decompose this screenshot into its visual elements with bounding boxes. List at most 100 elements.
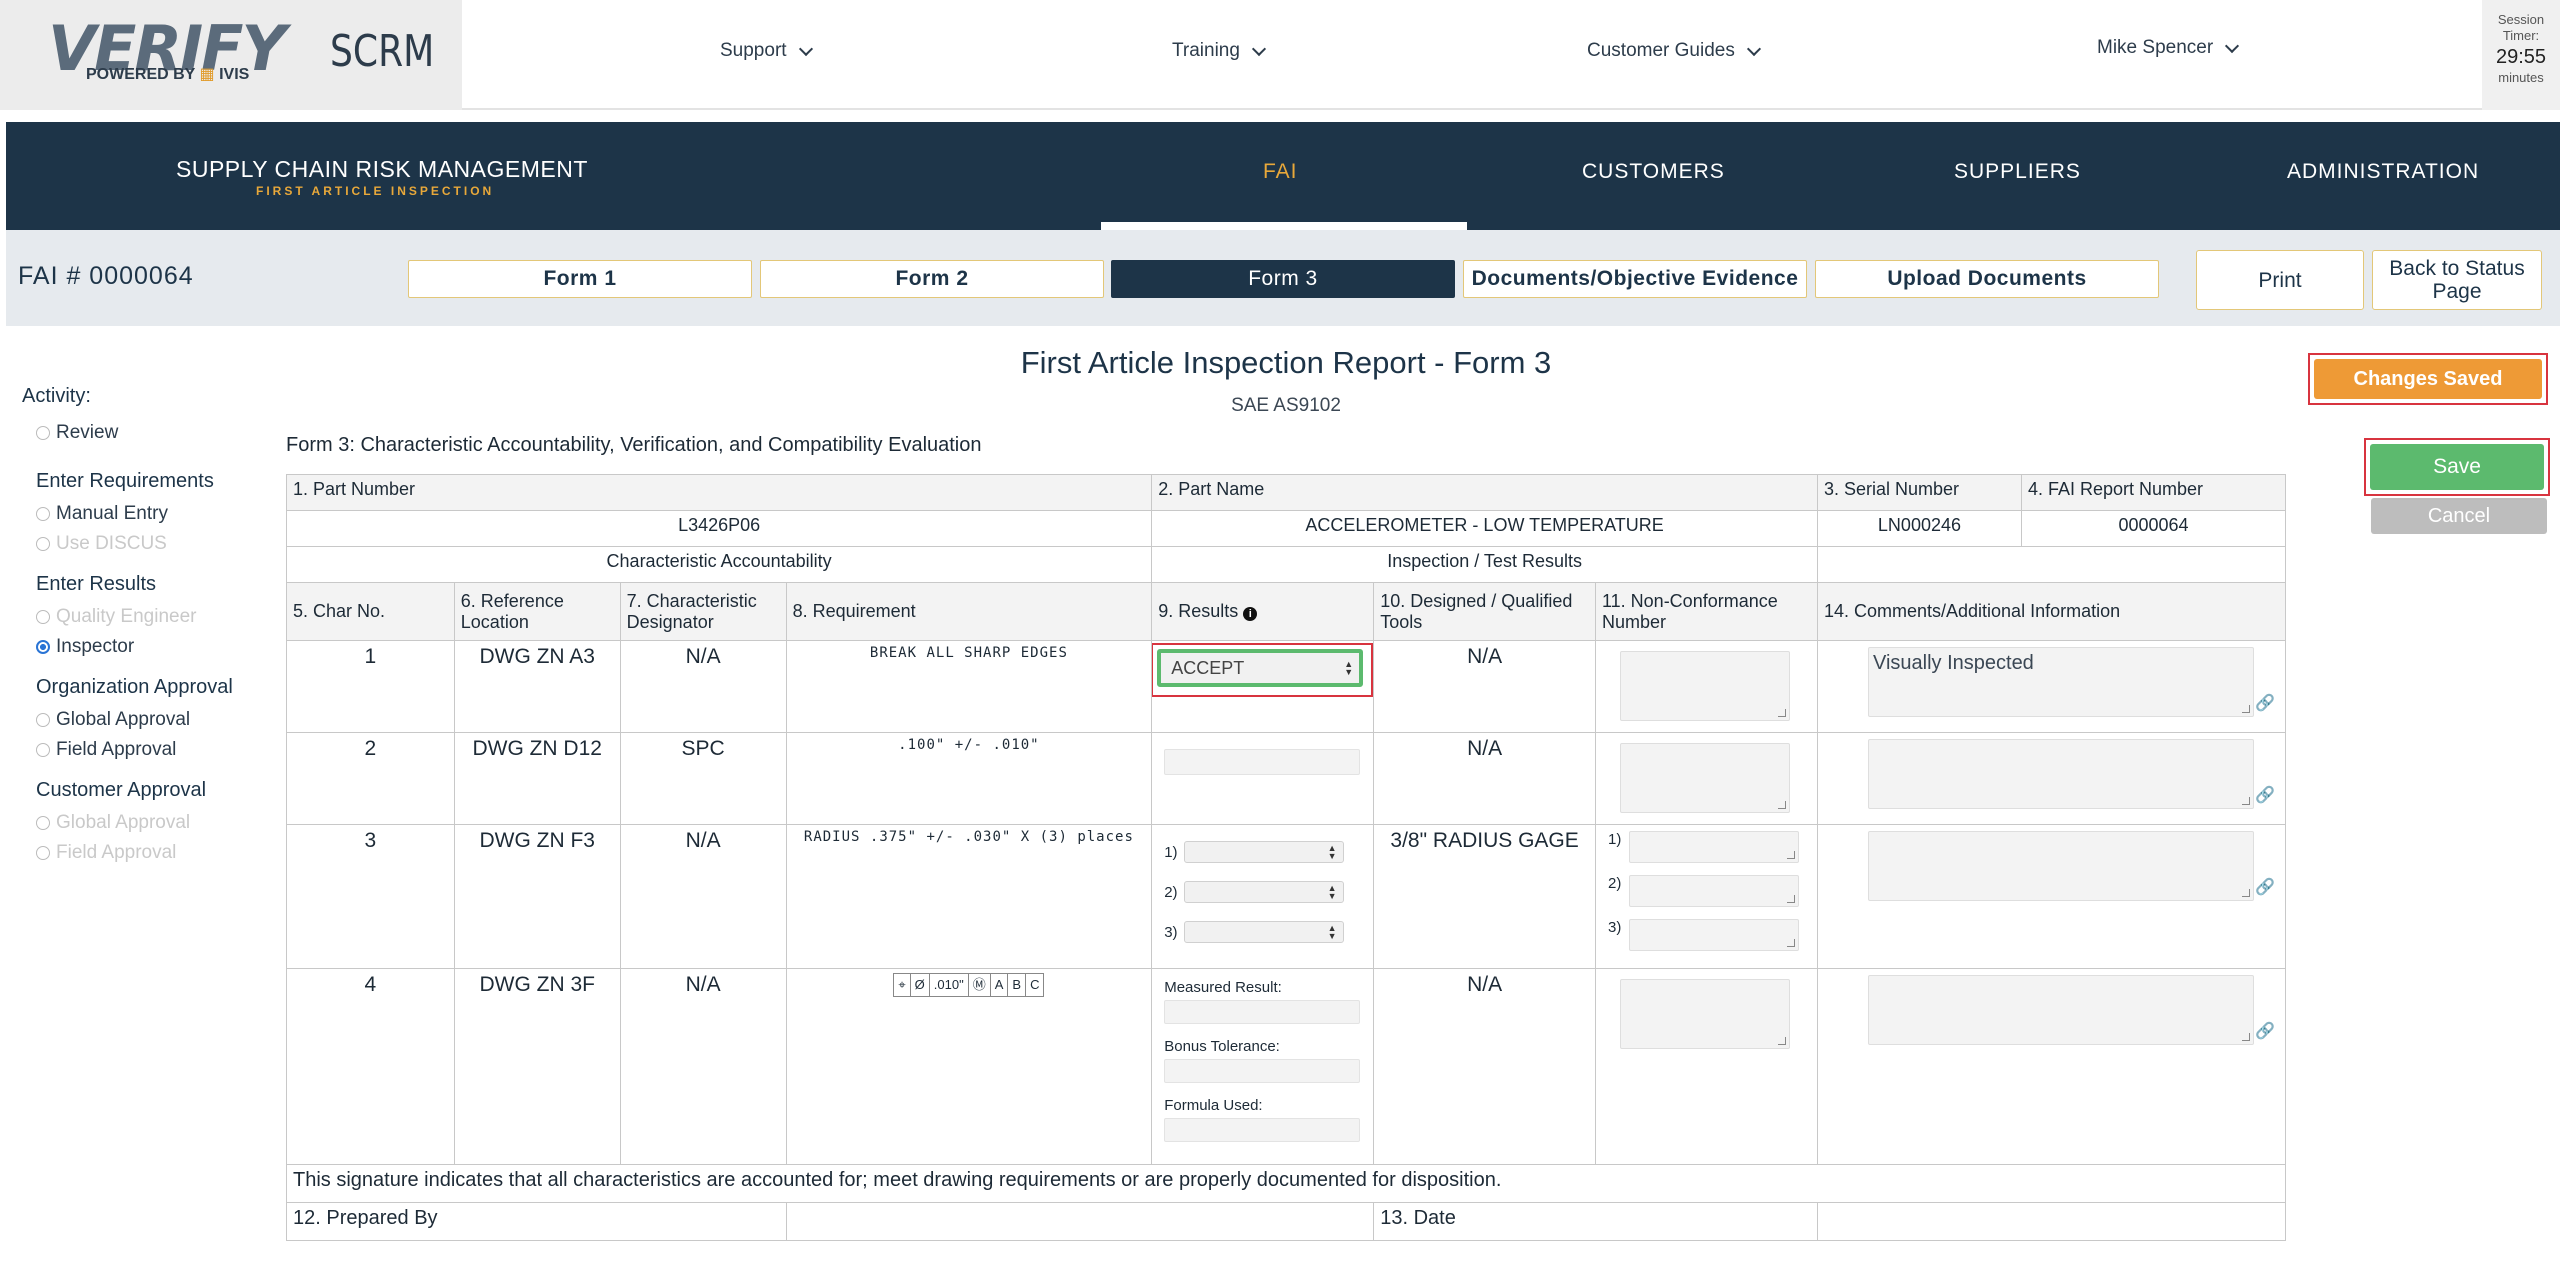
bonus-input[interactable] [1164, 1059, 1361, 1083]
user-menu[interactable]: Mike Spencer [2097, 37, 2240, 59]
tab-fai[interactable]: FAI [1263, 160, 1298, 183]
ncn-textarea[interactable] [1619, 651, 1790, 721]
select-arrows-icon: ▲ ▼ [1327, 883, 1337, 901]
ncn-textarea[interactable] [1619, 743, 1790, 813]
results-cell: Measured Result: Bonus Tolerance: Formul… [1151, 968, 1375, 1165]
gdt-feature-control-frame: ⌖ Ø .010" Ⓜ A B C [893, 973, 1045, 997]
measured-input[interactable] [1164, 1000, 1361, 1024]
use-discus-option: Use DISCUS [36, 533, 262, 555]
ref-location-header: 6. Reference Location [453, 582, 621, 641]
comments-textarea[interactable] [1867, 739, 2254, 809]
ncn-textarea-2[interactable] [1629, 875, 1800, 907]
comments-textarea[interactable] [1867, 831, 2254, 901]
ncn-header: 11. Non-Conformance Number [1594, 582, 1818, 641]
paperclip-icon[interactable]: 🔗 [2255, 879, 2275, 896]
requirement: BREAK ALL SHARP EDGES [785, 640, 1153, 733]
fai-number: FAI # 0000064 [18, 262, 194, 290]
tab-administration[interactable]: ADMINISTRATION [2287, 160, 2480, 183]
diameter-symbol: Ø [911, 973, 930, 997]
back-to-status-button[interactable]: Back to Status Page [2372, 250, 2542, 310]
comments-textarea[interactable]: Visually Inspected [1867, 647, 2254, 717]
radio-icon[interactable] [36, 507, 50, 521]
results-select-3[interactable]: ▲ ▼ [1183, 921, 1344, 943]
powered-by-text: POWERED BY ▦ IVIS [86, 66, 250, 83]
report-subtitle: SAE AS9102 [1231, 395, 1341, 416]
part-name-value: ACCELEROMETER - LOW TEMPERATURE [1151, 510, 1818, 547]
select-arrows-icon: ▲ ▼ [1327, 923, 1337, 941]
customer-guides-menu[interactable]: Customer Guides [1587, 40, 1761, 62]
radio-icon [36, 537, 50, 551]
tab-upload-documents[interactable]: Upload Documents [1815, 260, 2159, 298]
serial-number-value: LN000246 [1816, 510, 2022, 547]
prepared-by-value[interactable] [785, 1202, 1375, 1241]
ref-location: DWG ZN 3F [453, 968, 621, 1165]
result-sub-1: 1) ▲ ▼ [1164, 841, 1361, 863]
comments-textarea[interactable] [1867, 975, 2254, 1045]
formula-label: Formula Used: [1164, 1097, 1263, 1114]
chevron-down-icon [1746, 41, 1761, 56]
chevron-down-icon [798, 41, 813, 56]
review-option[interactable]: Review [22, 422, 262, 444]
tab-form-1[interactable]: Form 1 [408, 260, 752, 298]
top-bar: VERIFY POWERED BY ▦ IVIS SCRM Support Tr… [0, 0, 2560, 110]
tab-customers[interactable]: CUSTOMERS [1582, 160, 1725, 183]
radio-icon[interactable] [36, 426, 50, 440]
part-number-value: L3426P06 [285, 510, 1153, 547]
tab-documents-evidence[interactable]: Documents/Objective Evidence [1463, 260, 1807, 298]
customer-approval-group: Customer Approval Global Approval Field … [22, 779, 262, 864]
comments-cell: 🔗 [1816, 732, 2287, 825]
training-menu[interactable]: Training [1172, 40, 1267, 62]
char-designator: N/A [619, 824, 787, 969]
ncn-cell [1594, 732, 1818, 825]
ncn-textarea-3[interactable] [1629, 919, 1800, 951]
inspection-results-header: Inspection / Test Results [1151, 546, 1818, 583]
radio-icon[interactable] [36, 713, 50, 727]
activity-label: Activity: [22, 385, 91, 407]
tab-suppliers[interactable]: SUPPLIERS [1954, 160, 2081, 183]
info-icon[interactable]: i [1243, 607, 1258, 621]
formula-input[interactable] [1164, 1118, 1361, 1142]
changes-saved-badge: Changes Saved [2308, 353, 2548, 405]
radio-icon [36, 846, 50, 860]
bonus-label: Bonus Tolerance: [1164, 1038, 1280, 1055]
paperclip-icon[interactable]: 🔗 [2255, 695, 2275, 712]
save-button-wrap[interactable]: Save [2364, 438, 2550, 496]
date-value[interactable] [1816, 1202, 2287, 1241]
results-select-2[interactable]: ▲ ▼ [1183, 881, 1344, 903]
mmc-icon: Ⓜ [969, 973, 991, 997]
radio-icon[interactable] [36, 743, 50, 757]
org-global-approval-option[interactable]: Global Approval [36, 709, 262, 731]
inspector-option[interactable]: Inspector [36, 636, 262, 658]
ncn-cell: 1) 2) 3) [1594, 824, 1818, 969]
ncn-textarea-1[interactable] [1629, 831, 1800, 863]
results-input[interactable] [1164, 749, 1361, 775]
ref-location: DWG ZN D12 [453, 732, 621, 825]
support-menu[interactable]: Support [720, 40, 813, 62]
results-select[interactable]: ACCEPT ▲ ▼ [1157, 649, 1364, 687]
tab-form-3[interactable]: Form 3 [1111, 260, 1455, 298]
logo-area[interactable]: VERIFY POWERED BY ▦ IVIS SCRM [0, 0, 462, 110]
radio-icon [36, 610, 50, 624]
select-arrows-icon: ▲ ▼ [1327, 843, 1337, 861]
select-arrows-icon: ▲ ▼ [1344, 659, 1354, 677]
brand-title: SUPPLY CHAIN RISK MANAGEMENT [176, 156, 588, 182]
save-button[interactable]: Save [2370, 444, 2544, 490]
signature-statement: This signature indicates that all charac… [286, 1164, 2286, 1203]
tools-header: 10. Designed / Qualified Tools [1373, 582, 1596, 641]
tab-form-2[interactable]: Form 2 [760, 260, 1104, 298]
paperclip-icon[interactable]: 🔗 [2255, 1023, 2275, 1040]
enter-results-group: Enter Results Quality Engineer Inspector [22, 573, 262, 658]
results-select-1[interactable]: ▲ ▼ [1183, 841, 1344, 863]
results-cell: 1) ▲ ▼ 2) ▲ ▼ 3) ▲ ▼ [1151, 824, 1375, 969]
cancel-button[interactable]: Cancel [2371, 498, 2547, 534]
ncn-textarea[interactable] [1619, 979, 1790, 1049]
print-button[interactable]: Print [2196, 250, 2364, 310]
paperclip-icon[interactable]: 🔗 [2255, 787, 2275, 804]
group-title: Organization Approval [36, 676, 233, 698]
radio-selected-icon[interactable] [36, 640, 50, 654]
manual-entry-option[interactable]: Manual Entry [36, 503, 262, 525]
org-field-approval-option[interactable]: Field Approval [36, 739, 262, 761]
activity-sidebar: Activity: Review Enter Requirements Manu… [22, 385, 262, 882]
tools: N/A [1373, 640, 1596, 733]
serial-number-header: 3. Serial Number [1816, 474, 2022, 511]
